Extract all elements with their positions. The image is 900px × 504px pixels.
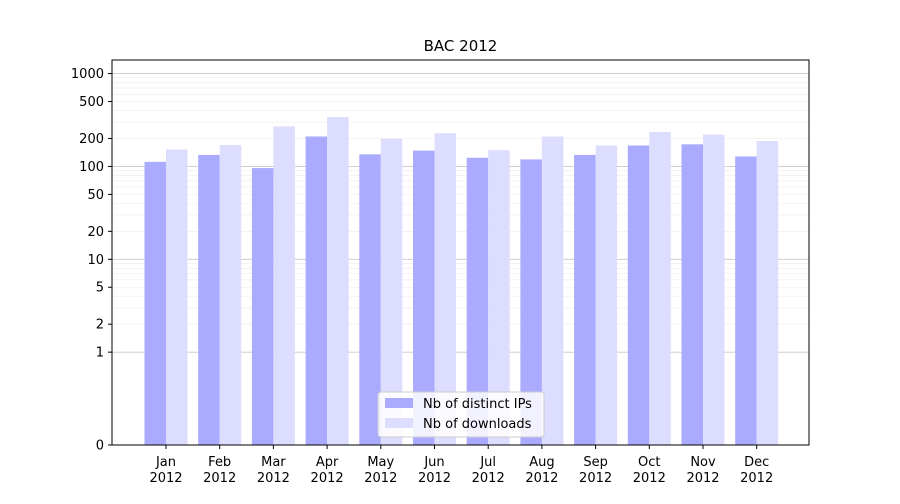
bar-distinct-ips — [681, 144, 703, 445]
bar-distinct-ips — [520, 159, 542, 445]
y-tick-label: 100 — [79, 160, 104, 175]
plot-frame — [111, 59, 810, 446]
bar-downloads — [541, 136, 564, 445]
bar-distinct-ips — [735, 156, 757, 445]
y-tick-label: 0 — [96, 439, 104, 454]
bar-downloads — [273, 126, 295, 445]
y-tick-label: 20 — [87, 225, 104, 240]
bar-distinct-ips — [305, 136, 328, 445]
x-axis: Jan 2012 Feb 2012 Mar 2012 Apr 2012 May 2012 Jun 20… — [149, 445, 773, 486]
legend-label: Nb of distinct IPs — [423, 397, 532, 412]
bar-downloads — [219, 145, 242, 445]
x-tick-label: May 2012 — [364, 455, 397, 486]
bar-downloads — [380, 138, 403, 445]
y-tick-label: 1000 — [71, 67, 104, 82]
bar-distinct-ips — [574, 154, 596, 445]
y-tick-label: 200 — [79, 132, 104, 147]
bar-downloads — [488, 150, 510, 445]
bar-downloads — [703, 134, 725, 445]
x-tick-label: Feb 2012 — [203, 455, 236, 486]
bar-distinct-ips — [466, 157, 489, 446]
x-tick-label: Jun 2012 — [418, 455, 451, 486]
bars-group — [144, 117, 779, 446]
legend-swatch — [385, 418, 413, 428]
bar-downloads — [327, 117, 349, 445]
x-tick-label: Jul 2012 — [472, 455, 505, 486]
x-tick-label: Mar 2012 — [257, 455, 290, 486]
x-tick-label: Oct 2012 — [633, 455, 666, 486]
bar-distinct-ips — [251, 168, 274, 445]
bar-distinct-ips — [144, 161, 166, 445]
legend-swatch — [385, 398, 413, 408]
y-tick-label: 500 — [79, 95, 104, 110]
legend-label: Nb of downloads — [423, 417, 532, 432]
legend-box — [377, 391, 545, 438]
y-tick-label: 10 — [87, 253, 104, 268]
x-tick-label: Dec 2012 — [740, 455, 773, 486]
bar-distinct-ips — [627, 145, 650, 445]
bar-downloads — [166, 149, 188, 445]
bar-downloads — [434, 133, 456, 445]
x-tick-label: Nov 2012 — [686, 455, 719, 486]
y-tick-label: 50 — [87, 188, 104, 203]
y-axis: 0 1 2 5 10 20 50 100 200 500 1000 — [71, 67, 112, 454]
chart-title: BAC 2012 — [424, 37, 498, 55]
bar-downloads — [756, 140, 779, 445]
y-tick-label: 5 — [96, 281, 104, 296]
y-tick-label: 2 — [96, 318, 104, 333]
y-tick-label: 1 — [96, 346, 104, 361]
x-tick-label: Jan 2012 — [149, 455, 182, 486]
bar-distinct-ips — [198, 154, 220, 445]
bar-downloads — [649, 131, 671, 445]
legend: Nb of distinct IPs Nb of downloads — [377, 391, 545, 438]
bar-distinct-ips — [413, 150, 435, 445]
x-tick-label: Sep 2012 — [579, 455, 612, 486]
bar-distinct-ips — [359, 154, 381, 445]
x-tick-label: Aug 2012 — [525, 455, 558, 486]
x-tick-label: Apr 2012 — [311, 455, 344, 486]
bar-downloads — [595, 145, 618, 445]
